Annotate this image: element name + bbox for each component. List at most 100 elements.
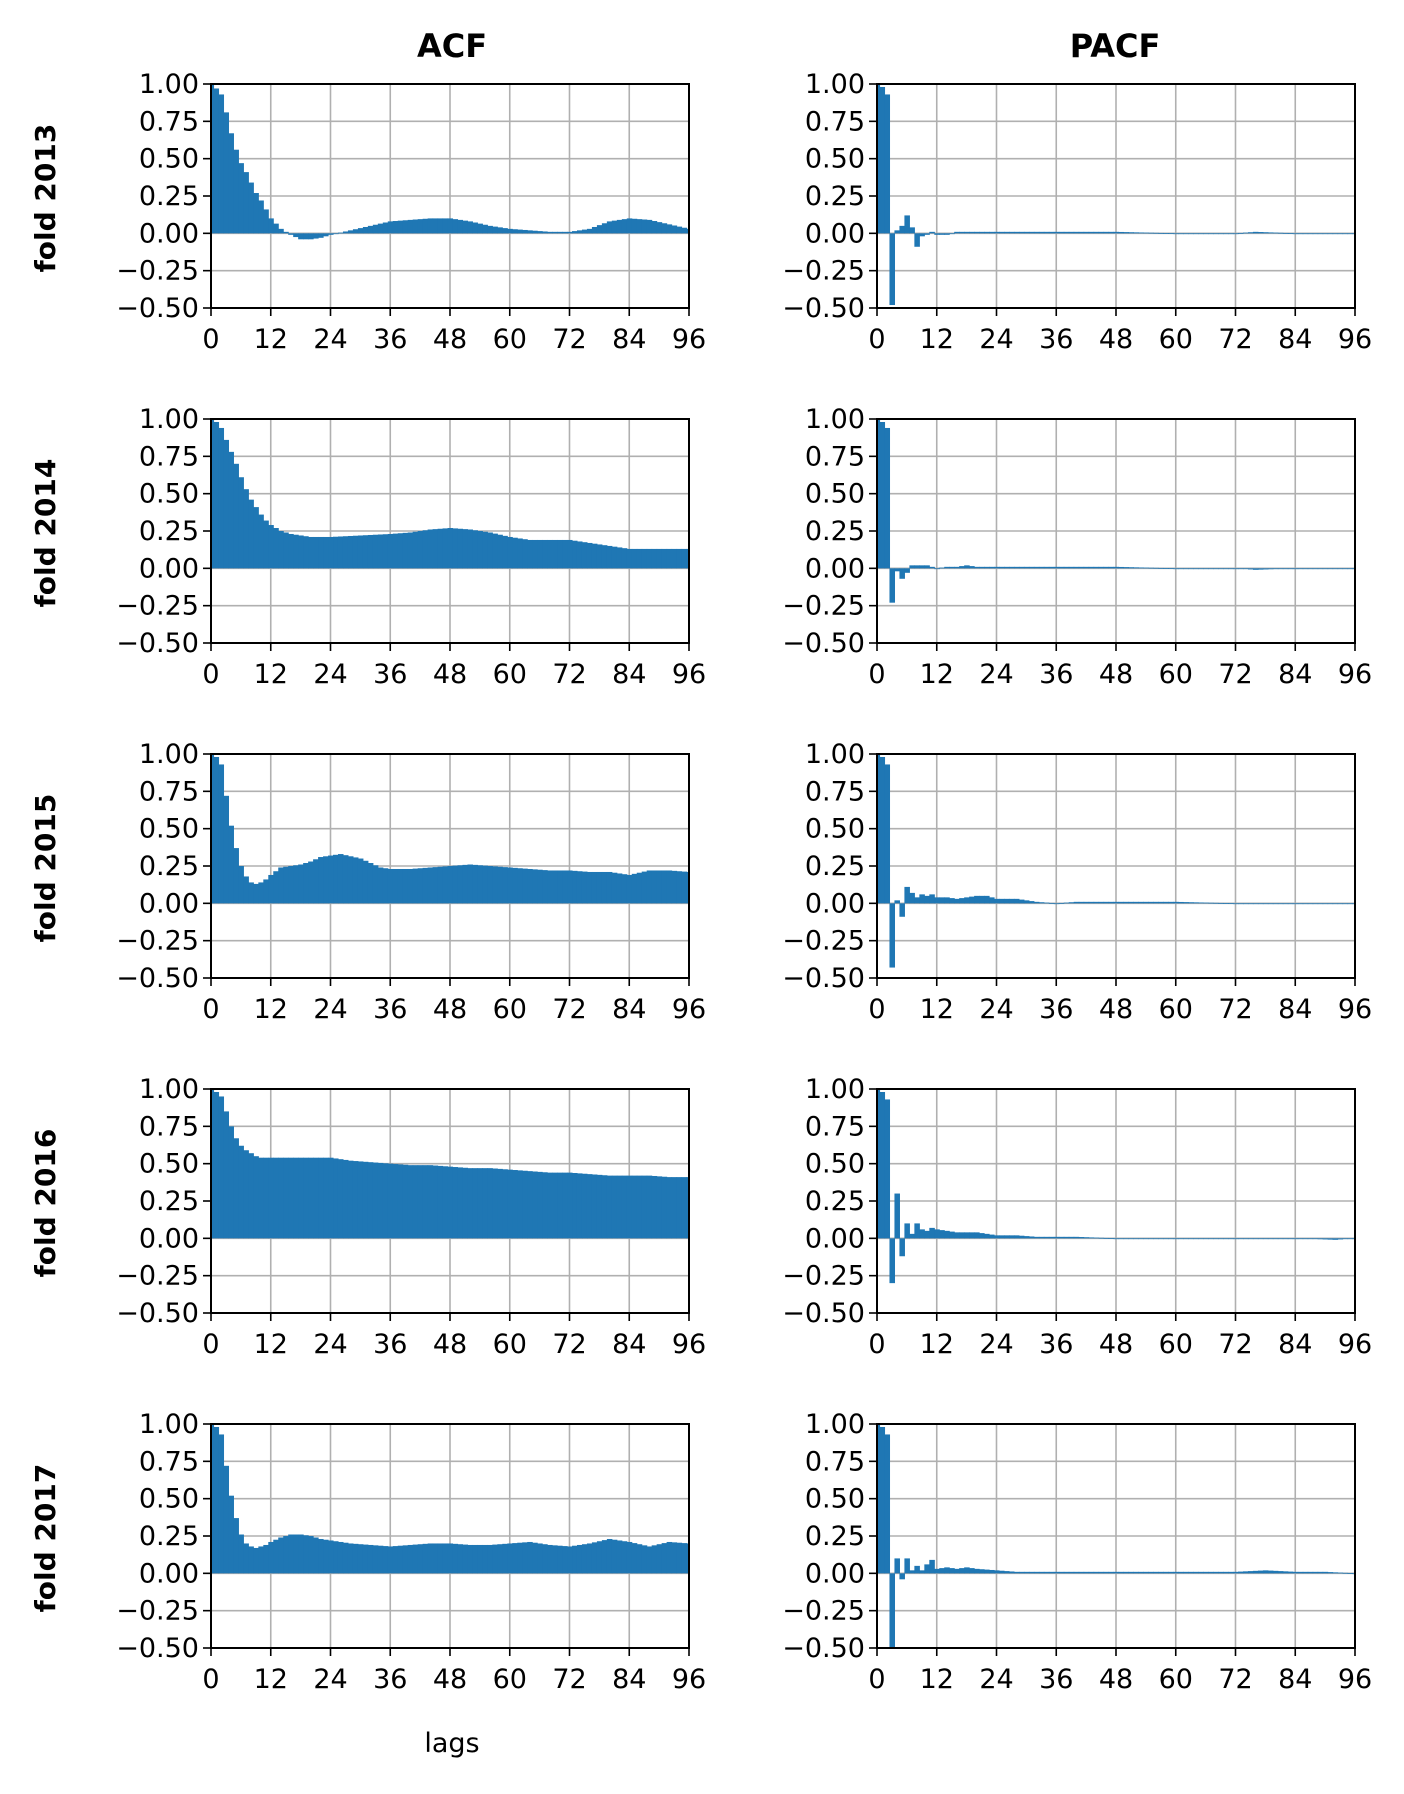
bar-lag-67 bbox=[1208, 233, 1214, 235]
bar-lag-1 bbox=[879, 756, 886, 904]
bar-lag-10 bbox=[258, 514, 264, 569]
bar-lag-50 bbox=[1123, 567, 1130, 569]
bar-lag-80 bbox=[1272, 568, 1279, 570]
bar-lag-79 bbox=[601, 223, 608, 234]
bar-lag-26 bbox=[1003, 898, 1010, 904]
bar-lag-76 bbox=[586, 228, 593, 234]
bar-lag-63 bbox=[522, 1170, 528, 1239]
bar-lag-85 bbox=[1297, 568, 1304, 570]
bar-lag-63 bbox=[1188, 233, 1194, 235]
y-tick-label: −0.50 bbox=[782, 628, 865, 659]
bar-lag-55 bbox=[1148, 567, 1154, 569]
bar-lag-69 bbox=[552, 231, 558, 234]
bar-lag-13 bbox=[939, 897, 945, 904]
bar-lag-64 bbox=[527, 1171, 533, 1239]
bar-lag-60 bbox=[507, 1169, 513, 1239]
bar-lag-19 bbox=[303, 1535, 309, 1574]
y-tick-label: 1.00 bbox=[805, 739, 865, 770]
bar-lag-80 bbox=[606, 1538, 613, 1574]
bar-lag-85 bbox=[1297, 1571, 1304, 1574]
bar-lag-67 bbox=[1208, 568, 1214, 570]
bar-lag-74 bbox=[1242, 232, 1249, 234]
bar-lag-27 bbox=[342, 1542, 349, 1574]
bar-lag-60 bbox=[1173, 233, 1179, 235]
bar-lag-55 bbox=[482, 1544, 488, 1574]
x-tick-label: 24 bbox=[313, 659, 347, 690]
bar-lag-6 bbox=[904, 886, 910, 904]
bar-lag-44 bbox=[427, 529, 434, 569]
bar-lag-10 bbox=[258, 882, 264, 904]
bar-lag-86 bbox=[636, 219, 643, 234]
bar-lag-25 bbox=[999, 898, 1005, 904]
y-tick-label: 0.00 bbox=[139, 1558, 199, 1589]
bar-lag-32 bbox=[367, 534, 374, 569]
y-tick-label: −0.25 bbox=[782, 1261, 865, 1292]
bar-lag-86 bbox=[636, 872, 643, 904]
bar-lag-9 bbox=[919, 1570, 925, 1574]
bar-lag-10 bbox=[924, 895, 930, 904]
bar-lag-81 bbox=[611, 220, 618, 234]
bar-lag-76 bbox=[1252, 231, 1259, 234]
bar-lag-72 bbox=[567, 1546, 573, 1574]
bar-lag-28 bbox=[1013, 1235, 1020, 1239]
x-tick-label: 48 bbox=[433, 324, 467, 355]
bar-lag-78 bbox=[1262, 903, 1269, 905]
bar-lag-72 bbox=[567, 539, 573, 569]
bar-lag-10 bbox=[924, 565, 930, 569]
bar-lag-81 bbox=[1277, 1571, 1284, 1574]
bar-lag-65 bbox=[1198, 233, 1204, 235]
x-tick-label: 12 bbox=[920, 324, 954, 355]
x-tick-label: 96 bbox=[1338, 324, 1372, 355]
y-tick-label: 0.00 bbox=[139, 1223, 199, 1254]
bar-lag-67 bbox=[542, 231, 548, 234]
bar-lag-91 bbox=[661, 1543, 668, 1574]
bar-lag-29 bbox=[1018, 899, 1025, 904]
bar-lag-9 bbox=[919, 233, 925, 237]
bar-lag-89 bbox=[651, 1545, 658, 1574]
bar-lag-20 bbox=[974, 895, 980, 904]
bar-lag-12 bbox=[268, 1157, 274, 1239]
bar-lag-93 bbox=[1337, 1238, 1344, 1240]
bar-lag-67 bbox=[542, 1544, 548, 1574]
bar-lag-91 bbox=[1327, 568, 1334, 570]
bar-lag-47 bbox=[1108, 1571, 1115, 1574]
bar-lag-95 bbox=[1347, 568, 1354, 570]
bar-lag-44 bbox=[1093, 901, 1100, 904]
bar-lag-88 bbox=[646, 548, 653, 569]
bar-lag-28 bbox=[347, 856, 354, 904]
y-tick-label: −0.50 bbox=[116, 1298, 199, 1329]
bar-lag-52 bbox=[1133, 1238, 1139, 1240]
bar-lag-75 bbox=[1247, 232, 1254, 234]
bar-lag-50 bbox=[1123, 901, 1130, 904]
bar-lag-12 bbox=[268, 1541, 274, 1574]
bar-lag-32 bbox=[1033, 901, 1040, 904]
bar-lag-50 bbox=[1123, 232, 1130, 234]
bar-lag-12 bbox=[934, 897, 940, 904]
bar-lag-65 bbox=[1198, 568, 1204, 570]
bar-lag-73 bbox=[572, 1545, 578, 1574]
bar-lag-5 bbox=[233, 848, 239, 904]
x-tick-label: 72 bbox=[552, 1329, 586, 1360]
bar-lag-62 bbox=[517, 229, 523, 234]
bar-lag-35 bbox=[382, 534, 389, 569]
x-tick-label: 36 bbox=[1039, 659, 1073, 690]
bar-lag-13 bbox=[273, 1157, 279, 1239]
bar-lag-16 bbox=[954, 566, 960, 569]
bar-lag-0 bbox=[211, 84, 215, 234]
bar-lag-24 bbox=[994, 566, 1000, 569]
bar-lag-87 bbox=[641, 871, 648, 904]
bar-lag-86 bbox=[636, 548, 643, 569]
bar-lag-32 bbox=[1033, 566, 1040, 569]
bar-lag-27 bbox=[342, 855, 349, 904]
bar-lag-68 bbox=[547, 539, 553, 569]
bar-lag-58 bbox=[1163, 1238, 1169, 1240]
x-tick-label: 60 bbox=[493, 994, 527, 1025]
bar-lag-17 bbox=[293, 1534, 299, 1574]
bar-lag-63 bbox=[1188, 1571, 1194, 1574]
bar-lag-5 bbox=[233, 1518, 239, 1574]
bar-lag-69 bbox=[552, 1172, 558, 1239]
bar-lag-3 bbox=[889, 233, 896, 306]
bar-lag-77 bbox=[591, 226, 598, 234]
bar-lag-34 bbox=[377, 1162, 384, 1239]
bar-lag-32 bbox=[367, 863, 374, 904]
